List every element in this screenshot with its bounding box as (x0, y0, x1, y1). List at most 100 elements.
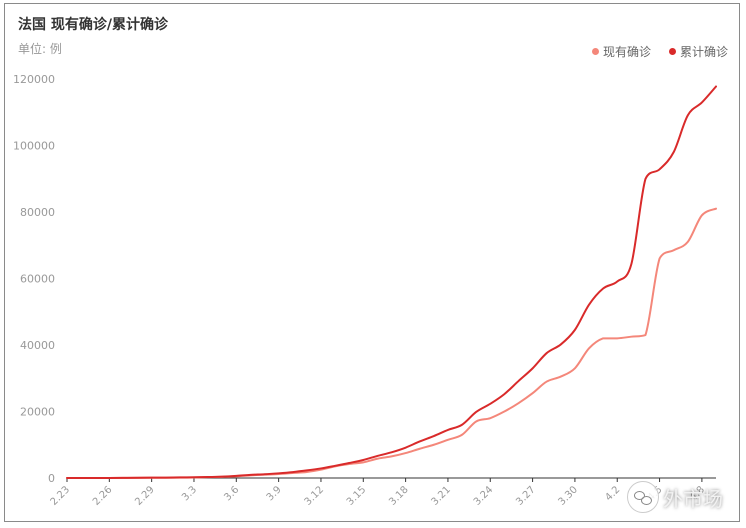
data-point[interactable] (474, 410, 478, 414)
data-point[interactable] (248, 473, 252, 477)
data-point[interactable] (178, 475, 182, 479)
data-point[interactable] (446, 428, 450, 432)
data-point[interactable] (150, 476, 154, 480)
data-point[interactable] (136, 476, 140, 480)
data-point[interactable] (234, 474, 238, 478)
data-point[interactable] (629, 262, 633, 266)
data-point[interactable] (531, 366, 535, 370)
data-point[interactable] (65, 476, 69, 480)
data-point[interactable] (375, 454, 379, 458)
data-point[interactable] (672, 150, 676, 154)
data-point[interactable] (164, 476, 168, 480)
data-point[interactable] (615, 279, 619, 283)
data-point[interactable] (460, 433, 464, 437)
data-point[interactable] (700, 213, 704, 217)
data-point[interactable] (474, 419, 478, 423)
y-tick-label: 0 (48, 472, 55, 485)
x-tick-label: 3.30 (557, 484, 581, 508)
data-point[interactable] (390, 450, 394, 454)
data-point[interactable] (700, 100, 704, 104)
data-point[interactable] (714, 207, 718, 211)
data-point[interactable] (587, 303, 591, 307)
data-point[interactable] (559, 375, 563, 379)
data-point[interactable] (686, 113, 690, 117)
data-point[interactable] (672, 248, 676, 252)
data-point[interactable] (460, 423, 464, 427)
x-tick-label: 3.24 (472, 484, 496, 508)
legend-item-cumulative[interactable]: 累计确诊 (668, 43, 728, 60)
unit-label: 单位: 例 (18, 42, 62, 56)
series-line (66, 207, 717, 479)
y-axis: 0 20000 40000 60000 80000 100000 120000 (13, 73, 55, 485)
data-point[interactable] (488, 416, 492, 420)
data-point[interactable] (516, 401, 520, 405)
y-tick-label: 100000 (13, 140, 55, 153)
data-point[interactable] (488, 402, 492, 406)
data-point[interactable] (615, 336, 619, 340)
x-tick-label: 3.3 (180, 484, 199, 503)
data-point[interactable] (333, 464, 337, 468)
x-tick-label: 4.8 (688, 484, 707, 503)
data-point[interactable] (601, 287, 605, 291)
data-point[interactable] (220, 475, 224, 479)
data-point[interactable] (277, 471, 281, 475)
data-point[interactable] (531, 391, 535, 395)
data-point[interactable] (502, 410, 506, 414)
data-point[interactable] (347, 461, 351, 465)
data-point[interactable] (432, 443, 436, 447)
data-point[interactable] (587, 346, 591, 350)
data-point[interactable] (263, 472, 267, 476)
data-point[interactable] (714, 84, 718, 88)
data-point[interactable] (361, 458, 365, 462)
data-point[interactable] (432, 434, 436, 438)
x-tick-label: 4.5 (646, 484, 665, 503)
data-point[interactable] (404, 446, 408, 450)
legend: 现有确诊 累计确诊 (591, 43, 728, 60)
data-point[interactable] (573, 328, 577, 332)
series-layer (65, 84, 718, 480)
series-cumulative-confirmed (65, 84, 718, 480)
data-point[interactable] (418, 439, 422, 443)
chart-frame (4, 3, 740, 522)
data-point[interactable] (319, 466, 323, 470)
data-point[interactable] (418, 447, 422, 451)
data-point[interactable] (545, 380, 549, 384)
data-point[interactable] (658, 257, 662, 261)
x-tick-label: 3.12 (303, 484, 327, 508)
data-point[interactable] (516, 379, 520, 383)
data-point[interactable] (601, 336, 605, 340)
legend-label-cumulative: 累计确诊 (679, 45, 728, 59)
chart-title: 法国 现有确诊/累计确诊 (18, 17, 168, 33)
data-point[interactable] (404, 451, 408, 455)
data-point[interactable] (502, 392, 506, 396)
x-tick-label: 3.15 (345, 484, 369, 508)
data-point[interactable] (643, 177, 647, 181)
legend-dot-cumulative-icon (668, 48, 676, 55)
data-point[interactable] (573, 366, 577, 370)
x-tick-label: 2.23 (49, 484, 73, 508)
data-point[interactable] (658, 167, 662, 171)
data-point[interactable] (686, 240, 690, 244)
data-point[interactable] (446, 438, 450, 442)
data-point[interactable] (545, 351, 549, 355)
data-point[interactable] (643, 333, 647, 337)
data-point[interactable] (192, 475, 196, 479)
y-tick-label: 80000 (20, 206, 55, 219)
legend-item-current[interactable]: 现有确诊 (591, 43, 651, 60)
data-point[interactable] (559, 342, 563, 346)
data-point[interactable] (121, 476, 125, 480)
y-tick-label: 20000 (20, 406, 55, 419)
data-point[interactable] (291, 470, 295, 474)
data-point[interactable] (79, 476, 83, 480)
legend-label-current: 现有确诊 (602, 45, 651, 59)
x-tick-label: 2.26 (91, 484, 115, 508)
data-point[interactable] (629, 335, 633, 339)
data-point[interactable] (107, 476, 111, 480)
x-tick-label: 2.29 (133, 484, 157, 508)
x-tick-label: 3.9 (265, 484, 284, 503)
y-tick-label: 40000 (20, 339, 55, 352)
data-point[interactable] (390, 454, 394, 458)
data-point[interactable] (93, 476, 97, 480)
data-point[interactable] (206, 475, 210, 479)
data-point[interactable] (305, 468, 309, 472)
